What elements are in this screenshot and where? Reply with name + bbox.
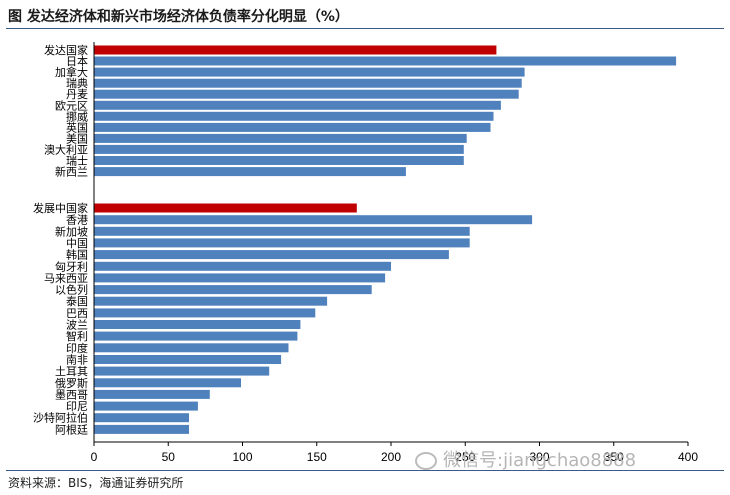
bar [94, 296, 328, 306]
bar [94, 144, 464, 154]
bar [94, 343, 289, 353]
bar [94, 366, 270, 376]
bottom-rule [6, 470, 724, 471]
category-label: 阿根廷 [55, 422, 88, 436]
category-label: 俄罗斯 [55, 377, 88, 390]
category-label: 印尼 [66, 400, 88, 413]
x-tick-label: 350 [604, 450, 624, 464]
x-tick-label: 0 [91, 450, 98, 464]
category-label: 加拿大 [55, 65, 88, 79]
category-label: 沙特阿拉伯 [33, 411, 88, 425]
category-label: 新西兰 [55, 165, 88, 179]
bar [94, 226, 470, 236]
category-label: 巴西 [66, 307, 88, 320]
category-label: 英国 [66, 120, 88, 134]
bar [94, 331, 298, 341]
x-tick-label: 200 [381, 450, 401, 464]
category-label: 丹麦 [66, 88, 88, 101]
category-label: 瑞典 [66, 76, 88, 90]
bar [94, 203, 357, 213]
category-label: 波兰 [66, 319, 88, 332]
category-label: 美国 [66, 132, 88, 145]
bar [94, 320, 301, 329]
bar [94, 111, 494, 121]
bar [94, 250, 449, 260]
category-label: 发展中国家 [33, 201, 88, 215]
category-label: 发达国家 [44, 43, 88, 57]
bar [94, 156, 464, 165]
x-tick-label: 100 [232, 450, 252, 464]
x-tick-label: 50 [162, 450, 176, 464]
category-label: 以色列 [55, 283, 88, 297]
bar [94, 378, 241, 388]
category-label: 香港 [66, 214, 88, 227]
category-label: 新加坡 [55, 224, 88, 238]
x-tick-label: 300 [529, 450, 549, 464]
bar [94, 89, 519, 99]
figure-title: 图 发达经济体和新兴市场经济体负债率分化明显（%） [8, 9, 349, 25]
category-label: 智利 [66, 329, 88, 343]
bar [94, 308, 316, 318]
category-label: 挪威 [66, 109, 88, 123]
x-tick-label: 400 [678, 450, 698, 464]
category-label: 中国 [66, 237, 88, 250]
watermark-text: 微信号:jiangchao8888 [443, 450, 637, 471]
bar [94, 100, 501, 110]
bar [94, 67, 525, 77]
category-label: 马来西亚 [44, 272, 88, 285]
bar [94, 238, 470, 248]
category-label: 日本 [66, 54, 88, 68]
bar [94, 285, 372, 295]
bar [94, 273, 386, 283]
category-label: 瑞士 [66, 154, 88, 168]
category-label: 匈牙利 [55, 259, 88, 273]
category-label: 印度 [66, 341, 88, 355]
wechat-icon [415, 452, 437, 470]
bar [94, 389, 210, 399]
x-tick-label: 150 [307, 450, 327, 464]
bar [94, 45, 497, 55]
category-label: 土耳其 [55, 365, 88, 378]
bar [94, 167, 406, 177]
category-label: 泰国 [66, 294, 88, 308]
x-tick-label: 250 [455, 450, 475, 464]
bar [94, 78, 522, 88]
bar [94, 261, 391, 271]
bar [94, 401, 198, 411]
title-rule [6, 28, 724, 29]
bar [94, 424, 189, 434]
bar [94, 215, 533, 225]
source-note: 资料来源：BIS，海通证券研究所 [8, 476, 184, 490]
bar [94, 355, 282, 364]
category-label: 墨西哥 [55, 388, 88, 401]
bar [94, 56, 677, 66]
category-label: 韩国 [66, 248, 88, 262]
bar [94, 122, 491, 132]
watermark: 微信号:jiangchao8888 [415, 446, 636, 472]
bar [94, 413, 189, 423]
bar [94, 133, 467, 143]
category-label: 澳大利亚 [44, 142, 88, 156]
category-label: 南非 [66, 354, 88, 367]
category-label: 欧元区 [55, 99, 88, 112]
